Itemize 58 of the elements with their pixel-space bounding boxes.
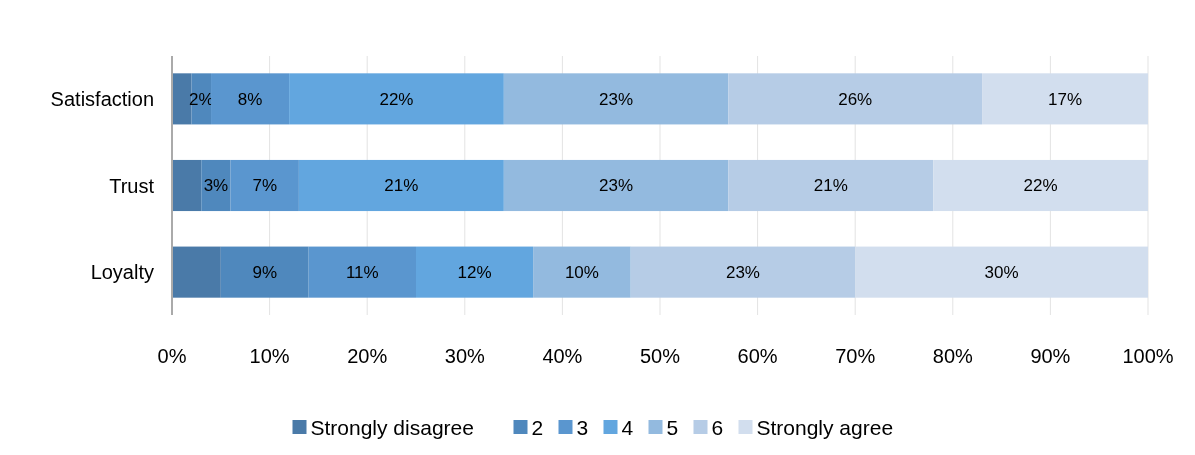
data-label: 22% — [379, 89, 414, 109]
x-tick-label: 0% — [157, 345, 187, 367]
bar — [503, 159, 729, 212]
data-label: 23% — [599, 176, 634, 196]
bar — [416, 246, 534, 298]
x-tick-label: 60% — [737, 345, 778, 367]
x-tick-label: 40% — [542, 345, 583, 367]
data-label: 26% — [838, 89, 873, 109]
bar — [172, 246, 221, 298]
x-tick-label: 10% — [249, 345, 290, 367]
data-label: 30% — [984, 263, 1019, 283]
data-label: 17% — [1048, 89, 1083, 109]
legend-label: 4 — [621, 416, 634, 440]
bar — [220, 246, 309, 298]
x-tick-label: 90% — [1030, 345, 1071, 367]
bar — [230, 159, 299, 212]
data-label: 12% — [457, 263, 492, 283]
bar — [172, 73, 192, 125]
data-label: 10% — [564, 263, 599, 283]
bar — [728, 73, 983, 125]
data-label: 21% — [813, 176, 848, 196]
data-label: 11% — [345, 263, 379, 283]
x-tick-label: 30% — [444, 345, 486, 367]
bar — [308, 246, 416, 298]
y-tick-label: Satisfaction — [50, 87, 154, 110]
bar — [211, 73, 290, 125]
bar — [503, 73, 729, 125]
data-label: 21% — [384, 176, 419, 196]
bar — [630, 246, 856, 298]
bar — [298, 159, 504, 212]
data-label: 8% — [237, 89, 263, 109]
legend-label: 6 — [711, 416, 724, 440]
legend-label: 5 — [666, 416, 679, 440]
data-label: 23% — [599, 89, 634, 109]
data-label: 7% — [252, 176, 278, 196]
bar — [289, 73, 504, 125]
data-label: 23% — [725, 263, 760, 283]
x-tick-label: 20% — [347, 345, 388, 367]
bar — [855, 246, 1148, 298]
y-tick-label: Loyalty — [90, 261, 154, 284]
x-tick-label: 50% — [639, 345, 681, 367]
bar — [728, 159, 934, 212]
bar — [982, 73, 1148, 125]
legend-label: 3 — [576, 416, 589, 440]
x-tick-label: 80% — [932, 345, 974, 367]
bar — [533, 246, 631, 298]
bar — [933, 159, 1148, 212]
x-tick-label: 70% — [835, 345, 876, 367]
legend-label: Strongly agree — [756, 416, 894, 440]
bar — [201, 159, 231, 212]
legend-label: Strongly disagree — [310, 416, 474, 440]
legend-label: 2 — [531, 416, 544, 440]
data-label: 3% — [203, 176, 229, 196]
bar — [172, 159, 202, 212]
data-label: 22% — [1023, 176, 1058, 196]
x-tick-label: 100% — [1122, 345, 1174, 367]
data-label: 9% — [252, 263, 278, 283]
y-tick-label: Trust — [109, 174, 155, 197]
